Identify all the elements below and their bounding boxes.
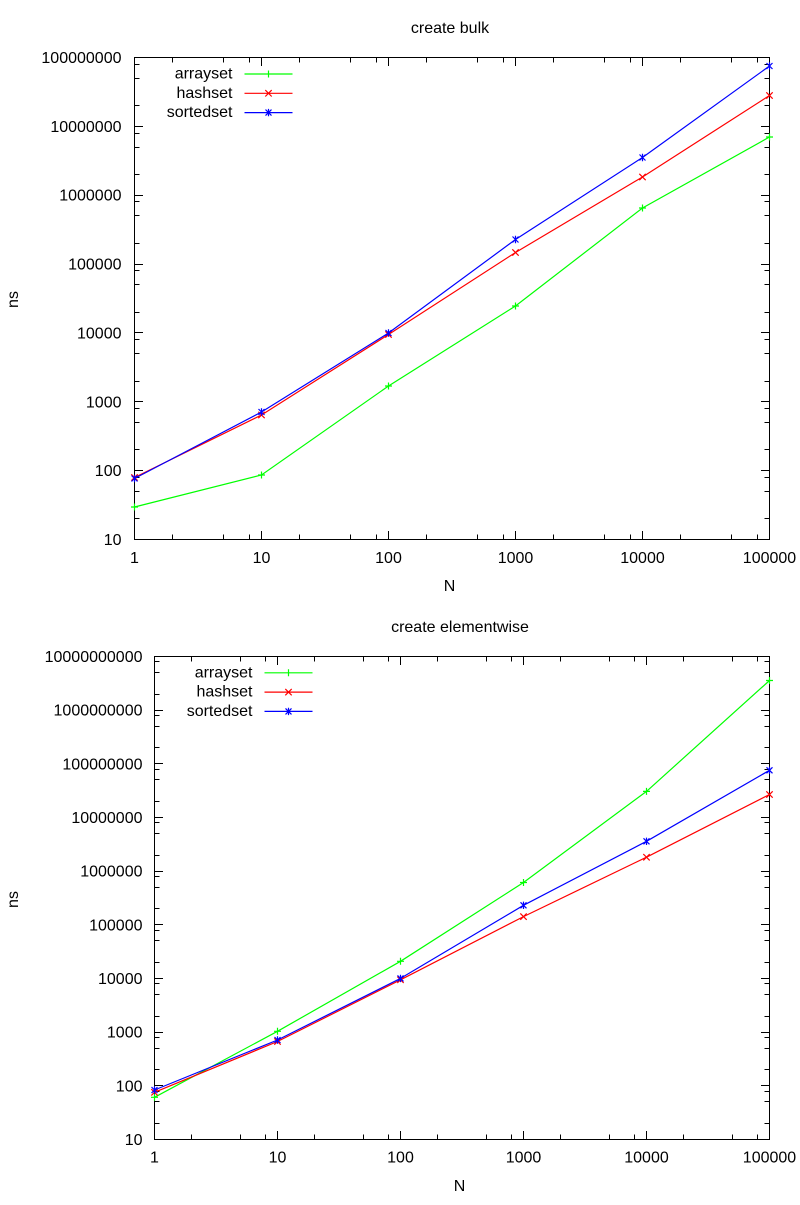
svg-text:10: 10 <box>104 532 122 549</box>
svg-text:1000: 1000 <box>86 394 122 411</box>
svg-text:10: 10 <box>253 550 271 567</box>
svg-text:hashset: hashset <box>196 684 253 701</box>
svg-text:1000: 1000 <box>506 1150 542 1167</box>
svg-text:100: 100 <box>375 550 402 567</box>
svg-text:1000: 1000 <box>107 1025 143 1042</box>
svg-text:10000: 10000 <box>98 971 143 988</box>
svg-text:1000000: 1000000 <box>80 864 142 881</box>
svg-text:100: 100 <box>387 1150 414 1167</box>
svg-text:100: 100 <box>116 1078 143 1095</box>
svg-text:100000: 100000 <box>89 917 142 934</box>
svg-text:10000000: 10000000 <box>50 119 121 136</box>
svg-text:1000: 1000 <box>498 550 534 567</box>
svg-text:100000000: 100000000 <box>41 50 121 67</box>
svg-text:100000: 100000 <box>743 1150 796 1167</box>
svg-text:100000: 100000 <box>68 257 121 274</box>
svg-text:10000: 10000 <box>620 550 665 567</box>
svg-text:arrayset: arrayset <box>175 66 233 83</box>
svg-text:sortedset: sortedset <box>167 104 233 121</box>
svg-text:10000: 10000 <box>77 325 122 342</box>
svg-text:sortedset: sortedset <box>187 703 253 720</box>
svg-text:100: 100 <box>95 463 122 480</box>
svg-text:10000: 10000 <box>624 1150 669 1167</box>
svg-text:ns: ns <box>5 891 22 908</box>
svg-text:N: N <box>444 578 456 595</box>
svg-text:arrayset: arrayset <box>195 664 253 681</box>
svg-text:1: 1 <box>150 1150 159 1167</box>
svg-text:ns: ns <box>5 291 22 308</box>
svg-text:1000000: 1000000 <box>59 188 121 205</box>
svg-text:100000000: 100000000 <box>62 756 142 773</box>
svg-text:10: 10 <box>125 1132 143 1149</box>
svg-text:10000000: 10000000 <box>71 810 142 827</box>
svg-text:1: 1 <box>130 550 139 567</box>
svg-text:create bulk: create bulk <box>411 20 490 37</box>
svg-text:1000000000: 1000000000 <box>54 703 143 720</box>
svg-text:create elementwise: create elementwise <box>391 619 529 636</box>
svg-text:100000: 100000 <box>743 550 796 567</box>
svg-text:10: 10 <box>269 1150 287 1167</box>
svg-text:N: N <box>454 1178 466 1195</box>
svg-text:hashset: hashset <box>176 85 233 102</box>
svg-text:10000000000: 10000000000 <box>45 649 143 666</box>
